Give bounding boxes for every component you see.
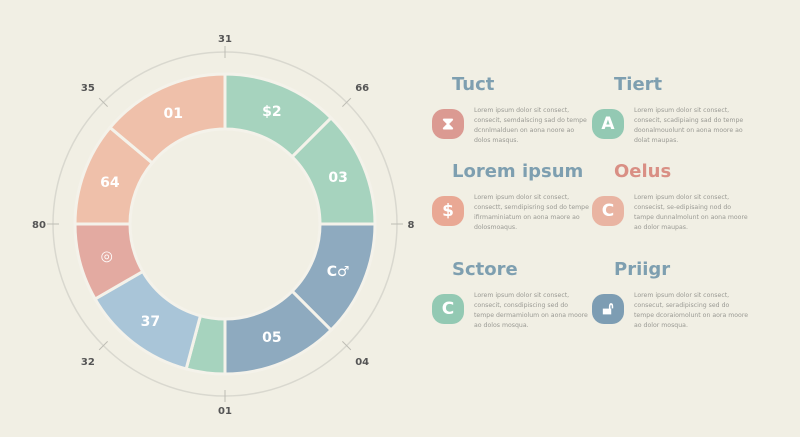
block-title: Priigr <box>614 259 671 280</box>
hourglass-icon: ⧗ <box>432 109 464 139</box>
ring-label: 66 <box>355 83 369 94</box>
segment-label: 05 <box>262 330 281 346</box>
dollar-icon: $ <box>432 196 464 226</box>
block-text: Lorem ipsum dolor sit consect, consectt,… <box>474 194 589 231</box>
ring-label: 80 <box>32 220 46 231</box>
letter-c-icon: C <box>592 196 624 226</box>
block-title: Tiert <box>614 74 663 95</box>
ring-tick <box>342 341 352 351</box>
info-block: Oelus C Lorem ipsum dolor sit consect, c… <box>592 161 762 233</box>
segment-label: $2 <box>262 104 281 120</box>
block-title: Oelus <box>614 161 672 182</box>
block-text: Lorem ipsum dolor sit consect, consecit,… <box>474 107 587 144</box>
ring-label: 04 <box>355 357 369 368</box>
segment-label: C♂ <box>327 264 350 280</box>
info-block: Tiert A Lorem ipsum dolor sit consect, c… <box>592 74 762 146</box>
ring-label: 8 <box>408 220 415 231</box>
block-title: Sctore <box>452 259 518 280</box>
donut-diagram: 31 66 8 04 01 32 80 35 $2 03 C♂ 05 37 ◎ 64 01 <box>32 34 415 417</box>
letter-c-icon: C <box>432 294 464 324</box>
info-block: Priigr 🔓︎ Lorem ipsum dolor sit consect,… <box>592 259 762 331</box>
block-text: Lorem ipsum dolor sit consect, consecist… <box>634 194 748 231</box>
block-text: Lorem ipsum dolor sit consect, consecit,… <box>474 292 588 329</box>
segment-label: ◎ <box>101 249 113 265</box>
ring-tick <box>342 97 352 107</box>
block-text: Lorem ipsum dolor sit consect, consecut,… <box>634 292 749 329</box>
segment-label: 01 <box>163 106 182 122</box>
info-block: Tuct ⧗ Lorem ipsum dolor sit consect, co… <box>432 74 602 146</box>
ring-tick <box>98 341 108 351</box>
info-block: Lorem ipsum $ Lorem ipsum dolor sit cons… <box>432 161 602 233</box>
info-block: Sctore C Lorem ipsum dolor sit consect, … <box>432 259 602 331</box>
lock-icon: 🔓︎ <box>592 294 624 324</box>
segment-label: 64 <box>100 175 120 191</box>
block-title: Lorem ipsum <box>452 161 584 182</box>
segment-label: 37 <box>141 314 160 330</box>
donut-segment <box>107 72 227 166</box>
ring-label: 01 <box>218 406 232 417</box>
letter-a-icon: A <box>592 109 624 139</box>
ring-label: 32 <box>81 357 95 368</box>
ring-label: 31 <box>218 34 232 45</box>
ring-tick <box>98 97 108 107</box>
block-title: Tuct <box>452 74 495 95</box>
block-text: Lorem ipsum dolor sit consect, consecit,… <box>634 107 744 144</box>
ring-label: 35 <box>81 83 95 94</box>
segment-label: 03 <box>328 170 347 186</box>
